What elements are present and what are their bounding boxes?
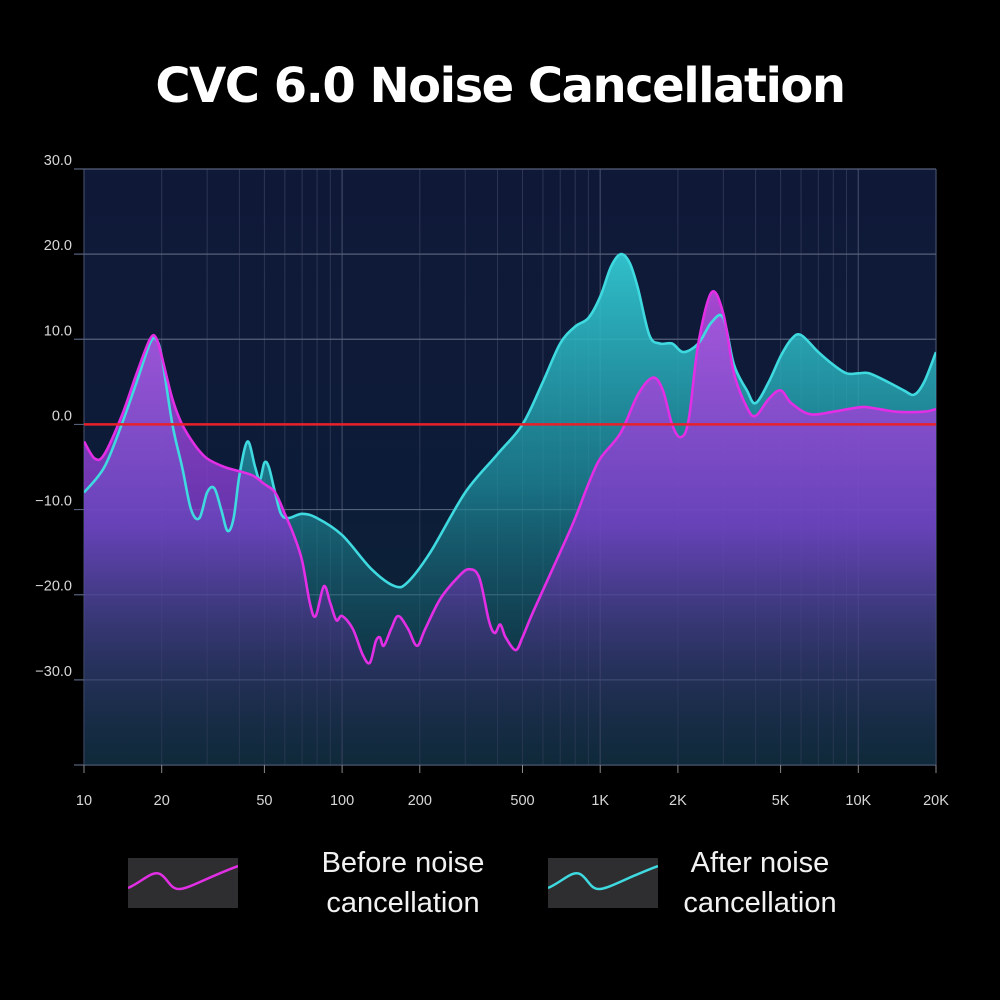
x-tick-label: 10K: [845, 793, 871, 809]
line-after: [84, 252, 936, 589]
series-lines: [84, 252, 936, 665]
legend-item-before: Before noise cancellation: [128, 843, 493, 923]
legend-item-after: After noise cancellation: [548, 843, 850, 923]
legend-label-after: After noise cancellation: [670, 843, 850, 923]
x-axis-tick-labels: 10 20 50 100 200 500 1K 2K 5K 10K 20K: [76, 793, 949, 809]
y-tick-label: −30.0: [35, 664, 72, 680]
legend-label-before: Before noise cancellation: [313, 843, 493, 923]
x-tick-label: 200: [408, 793, 432, 809]
y-axis-tick-labels: 30.0 20.0 10.0 0.0 −10.0 −20.0 −30.0: [35, 153, 72, 680]
area-before: [84, 291, 936, 765]
x-tick-label: 500: [510, 793, 534, 809]
y-tick-label: −10.0: [35, 494, 72, 510]
legend-swatch-after: [548, 858, 658, 908]
line-before: [84, 290, 936, 665]
legend-swatch-before: [128, 858, 238, 908]
y-tick-label: −20.0: [35, 579, 72, 595]
x-tick-label: 100: [330, 793, 354, 809]
legend-label-after-line1: After noise: [690, 847, 830, 879]
noise-cancellation-chart: 30.0 20.0 10.0 0.0 −10.0 −20.0 −30.0 10 20 50 100…: [35, 153, 949, 809]
chart-title: CVC 6.0 Noise Cancellation: [155, 58, 846, 114]
x-tick-label: 2K: [669, 793, 687, 809]
y-tick-label: 10.0: [44, 323, 72, 339]
x-tick-label: 20: [154, 793, 170, 809]
y-tick-label: 0.0: [52, 408, 72, 424]
x-tick-label: 20K: [923, 793, 949, 809]
x-tick-label: 1K: [591, 793, 609, 809]
legend-label-before-line2: cancellation: [326, 887, 480, 919]
y-tick-label: 20.0: [44, 238, 72, 254]
series-areas: [84, 254, 936, 765]
legend-label-after-line2: cancellation: [683, 887, 837, 919]
x-tick-label: 10: [76, 793, 92, 809]
legend-label-before-line1: Before noise: [321, 847, 485, 879]
x-tick-label: 5K: [772, 793, 790, 809]
x-tick-label: 50: [256, 793, 272, 809]
y-tick-label: 30.0: [44, 153, 72, 169]
